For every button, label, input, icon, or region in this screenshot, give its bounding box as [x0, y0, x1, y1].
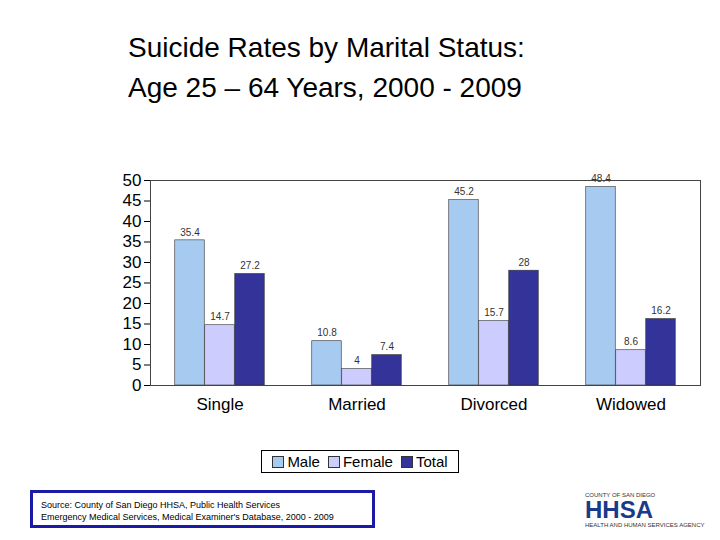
html-text:Total: Total [415, 453, 448, 470]
svg-text:25: 25 [123, 273, 142, 292]
svg-text:45: 45 [123, 191, 142, 210]
svg-text:35.4: 35.4 [180, 227, 200, 238]
html-text:Source: County of San Diego HH: Source: County of San Diego HHSA, Public… [41, 500, 281, 510]
svg-text:10.8: 10.8 [317, 327, 337, 338]
svg-text:Widowed: Widowed [596, 395, 666, 414]
html-text:HHSA: HHSA [585, 496, 653, 523]
html-text:Emergency Medical Services, Me: Emergency Medical Services, Medical Exam… [41, 512, 334, 522]
svg-text:14.7: 14.7 [210, 311, 230, 322]
svg-text:15: 15 [123, 314, 142, 333]
svg-text:Married: Married [328, 395, 386, 414]
svg-text:15.7: 15.7 [484, 307, 504, 318]
svg-text:7.4: 7.4 [380, 341, 394, 352]
svg-text:Single: Single [196, 395, 243, 414]
svg-text:50: 50 [123, 171, 142, 190]
svg-text:10: 10 [123, 335, 142, 354]
html-text:Male: Male [287, 453, 320, 470]
html-text:Female: Female [342, 453, 393, 470]
html-text:Suicide Rates by Marital Statu: Suicide Rates by Marital Status: [128, 32, 525, 63]
svg-text:5: 5 [132, 355, 141, 374]
svg-text:0: 0 [132, 376, 141, 395]
svg-text:8.6: 8.6 [624, 336, 638, 347]
svg-text:48.4: 48.4 [591, 173, 611, 184]
svg-text:30: 30 [123, 253, 142, 272]
svg-text:4: 4 [354, 355, 360, 366]
svg-text:40: 40 [123, 212, 142, 231]
html-text:Age 25 – 64 Years, 2000 - 2009: Age 25 – 64 Years, 2000 - 2009 [128, 72, 522, 103]
svg-text:16.2: 16.2 [651, 305, 671, 316]
svg-text:45.2: 45.2 [454, 186, 474, 197]
html-text:COUNTY OF SAN DIEGO: COUNTY OF SAN DIEGO [585, 492, 656, 498]
html-text:HEALTH AND HUMAN SERVICES AGEN: HEALTH AND HUMAN SERVICES AGENCY [585, 522, 705, 528]
svg-text:28: 28 [518, 257, 530, 268]
svg-text:Divorced: Divorced [460, 395, 527, 414]
svg-text:27.2: 27.2 [240, 260, 260, 271]
svg-text:20: 20 [123, 294, 142, 313]
svg-text:35: 35 [123, 232, 142, 251]
